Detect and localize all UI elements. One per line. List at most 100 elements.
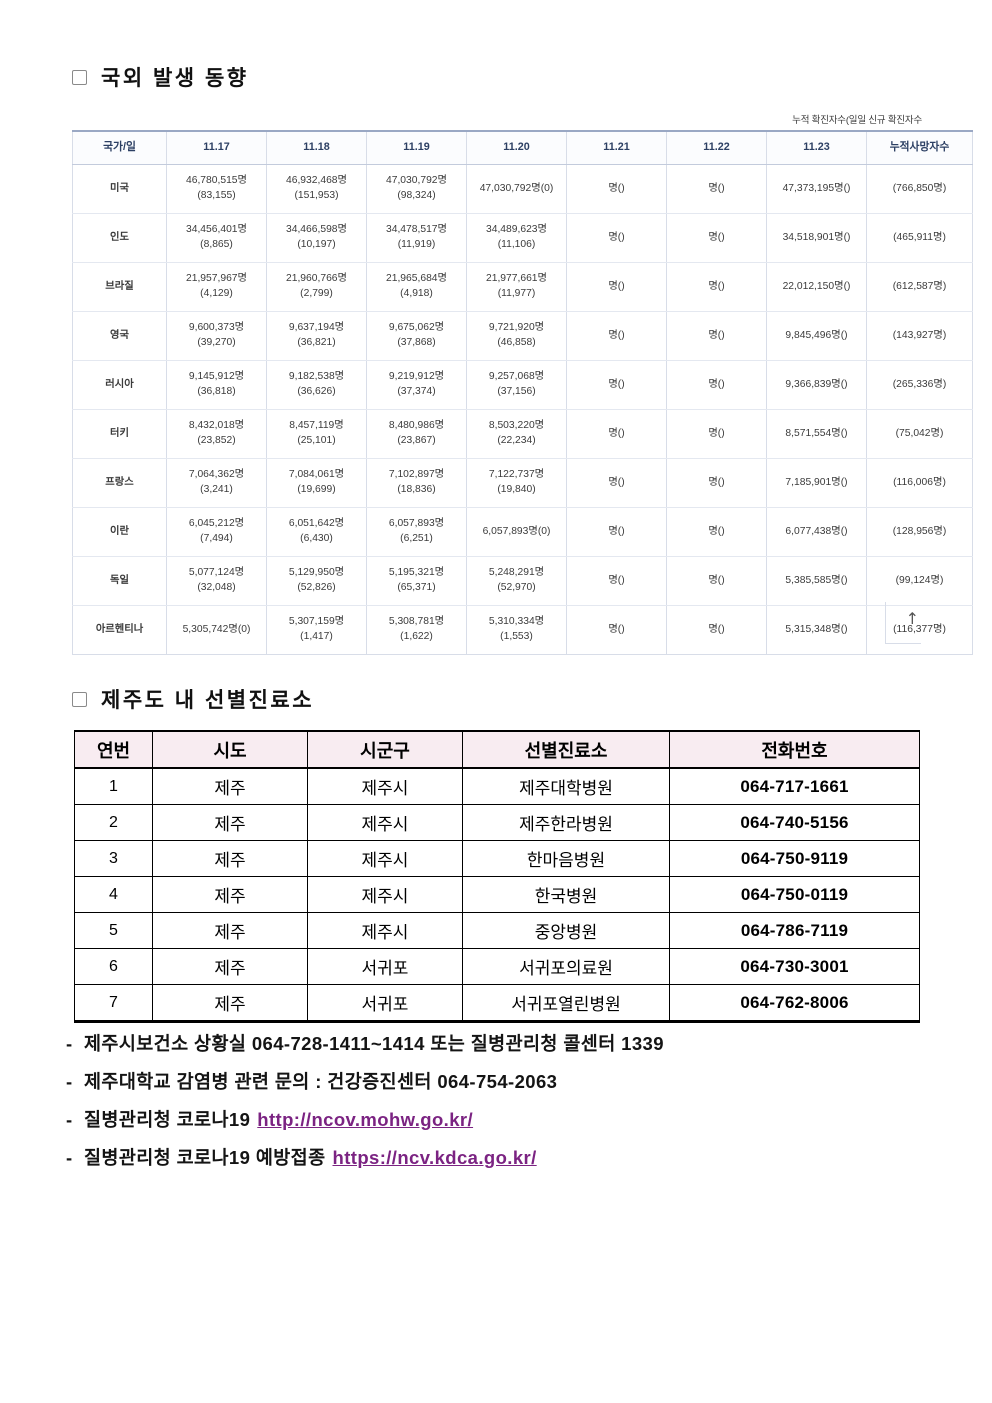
seq-cell: 6: [74, 948, 153, 985]
data-cell: 5,385,585명(): [766, 556, 867, 606]
cell-value: (128,956명): [892, 525, 947, 537]
data-cell: 명(): [566, 556, 667, 606]
data-cell: 명(): [666, 213, 767, 263]
daily-new-value: (39,270): [197, 337, 236, 348]
daily-new-value: (32,048): [197, 582, 236, 593]
table-row: 인도 34,456,401명 (8,865) 34,466,598명 (10,197) 3…: [72, 213, 973, 263]
province-cell: 제주: [152, 767, 308, 805]
data-cell: 8,432,018명 (23,852): [166, 409, 267, 459]
seq-cell: 1: [74, 767, 153, 805]
data-cell: 명(): [566, 507, 667, 557]
country-name-cell: 터키: [72, 409, 167, 459]
cell-value: 명(): [608, 182, 625, 194]
daily-new-value: (151,953): [294, 190, 339, 201]
cell-value: 명(): [708, 378, 725, 390]
cumulative-value: 34,456,401명: [185, 224, 247, 236]
phone-cell: 064-750-0119: [669, 876, 920, 913]
table-row: 5 제주 제주시 중앙병원 064-786-7119: [74, 912, 920, 949]
cumulative-value: 21,977,661명: [485, 273, 547, 285]
data-cell: 명(): [566, 458, 667, 508]
cell-value: (143,927명): [892, 329, 947, 341]
cell-value: 47,373,195명(): [782, 182, 851, 194]
table-row: 4 제주 제주시 한국병원 064-750-0119: [74, 876, 920, 913]
clinic-name-cell: 중앙병원: [462, 912, 670, 949]
daily-new-value: (11,977): [497, 288, 536, 299]
data-cell: 5,310,334명 (1,553): [466, 605, 567, 655]
cell-value: 9,845,496명(): [785, 329, 848, 341]
cell-value: 명(): [608, 280, 625, 292]
cumulative-value: 5,195,321명: [388, 567, 445, 579]
col-header-1118: 11.18: [266, 130, 367, 165]
table-row: 3 제주 제주시 한마음병원 064-750-9119: [74, 840, 920, 877]
province-cell: 제주: [152, 840, 308, 877]
data-cell: 47,373,195명(): [766, 164, 867, 214]
cumulative-value: 21,960,766명: [285, 273, 347, 285]
cell-value: 8,571,554명(): [785, 427, 848, 439]
data-cell: 9,219,912명 (37,374): [366, 360, 467, 410]
data-cell: 명(): [566, 213, 667, 263]
cell-value: (265,336명): [892, 378, 947, 390]
data-cell: 명(): [566, 409, 667, 459]
phone-cell: 064-786-7119: [669, 912, 920, 949]
daily-new-value: (36,821): [297, 337, 336, 348]
data-cell: 34,518,901명(): [766, 213, 867, 263]
overseas-table-note: 누적 확진자수(일일 신규 확진자수: [792, 115, 922, 126]
data-cell: 8,503,220명 (22,234): [466, 409, 567, 459]
daily-new-value: (11,106): [497, 239, 536, 250]
table-row: 프랑스 7,064,362명 (3,241) 7,084,061명 (19,699) 7,…: [72, 458, 973, 508]
phone-cell: 064-730-3001: [669, 948, 920, 985]
cumulative-value: 21,965,684명: [385, 273, 447, 285]
note-line: - 질병관리청 코로나19 예방접종 https://ncv.kdca.go.kr/: [66, 1144, 946, 1170]
seq-cell: 7: [74, 984, 153, 1023]
daily-new-value: (19,699): [297, 484, 336, 495]
province-cell: 제주: [152, 948, 308, 985]
col-header-clinic: 선별진료소: [462, 730, 670, 769]
data-cell: 9,675,062명 (37,868): [366, 311, 467, 361]
cell-value: (75,042명): [895, 427, 944, 439]
cell-value: 명(): [608, 574, 625, 586]
external-link[interactable]: https://ncv.kdca.go.kr/: [332, 1147, 537, 1168]
contact-notes-list: - 제주시보건소 상황실 064-728-1411~1414 또는 질병관리청 콜…: [66, 1030, 946, 1182]
daily-new-value: (1,622): [400, 631, 433, 642]
cell-value: 명(): [708, 182, 725, 194]
data-cell: 6,057,893명 (6,251): [366, 507, 467, 557]
overseas-table-body: 미국 46,780,515명 (83,155) 46,932,468명 (151,953…: [72, 164, 973, 655]
col-header-province: 시도: [152, 730, 308, 769]
country-name-cell: 러시아: [72, 360, 167, 410]
cell-value: (465,911명): [893, 231, 946, 243]
clinic-name-cell: 한마음병원: [462, 840, 670, 877]
data-cell: 22,012,150명(): [766, 262, 867, 312]
seq-cell: 4: [74, 876, 153, 913]
overseas-header-row: 국가/일 11.17 11.18 11.19 11.20 11.21 11.22…: [72, 130, 973, 165]
data-cell: 34,478,517명 (11,919): [366, 213, 467, 263]
seq-cell: 5: [74, 912, 153, 949]
data-cell: 명(): [666, 311, 767, 361]
col-header-cumulative-deaths: 누적사망자수: [866, 130, 973, 165]
note-text: 제주시보건소 상황실 064-728-1411~1414 또는 질병관리청 콜센…: [84, 1033, 664, 1054]
phone-cell: 064-717-1661: [669, 767, 920, 805]
data-cell: 46,932,468명 (151,953): [266, 164, 367, 214]
district-cell: 제주시: [307, 767, 463, 805]
district-cell: 제주시: [307, 804, 463, 841]
table-row: 2 제주 제주시 제주한라병원 064-740-5156: [74, 804, 920, 841]
cell-value: 명(): [608, 427, 625, 439]
cell-value: (116,377명): [893, 623, 946, 635]
data-cell: 5,195,321명 (65,371): [366, 556, 467, 606]
cumulative-value: 5,248,291명: [488, 567, 545, 579]
data-cell: 6,051,642명 (6,430): [266, 507, 367, 557]
external-link[interactable]: http://ncov.mohw.go.kr/: [257, 1109, 474, 1130]
daily-new-value: (18,836): [397, 484, 436, 495]
data-cell: 9,257,068명 (37,156): [466, 360, 567, 410]
data-cell: 5,248,291명 (52,970): [466, 556, 567, 606]
col-header-1121: 11.21: [566, 130, 667, 165]
data-cell: 명(): [666, 164, 767, 214]
data-cell: 9,600,373명 (39,270): [166, 311, 267, 361]
clinics-table-container: 연번 시도 시군구 선별진료소 전화번호 1 제주 제주시 제주대학병원 064-717…: [74, 730, 920, 1023]
daily-new-value: (11,919): [397, 239, 436, 250]
cumulative-value: 6,045,212명: [188, 518, 245, 530]
district-cell: 제주시: [307, 912, 463, 949]
data-cell: 9,637,194명 (36,821): [266, 311, 367, 361]
data-cell: 46,780,515명 (83,155): [166, 164, 267, 214]
daily-new-value: (36,626): [297, 386, 336, 397]
cumulative-value: 8,457,119명: [289, 420, 344, 432]
